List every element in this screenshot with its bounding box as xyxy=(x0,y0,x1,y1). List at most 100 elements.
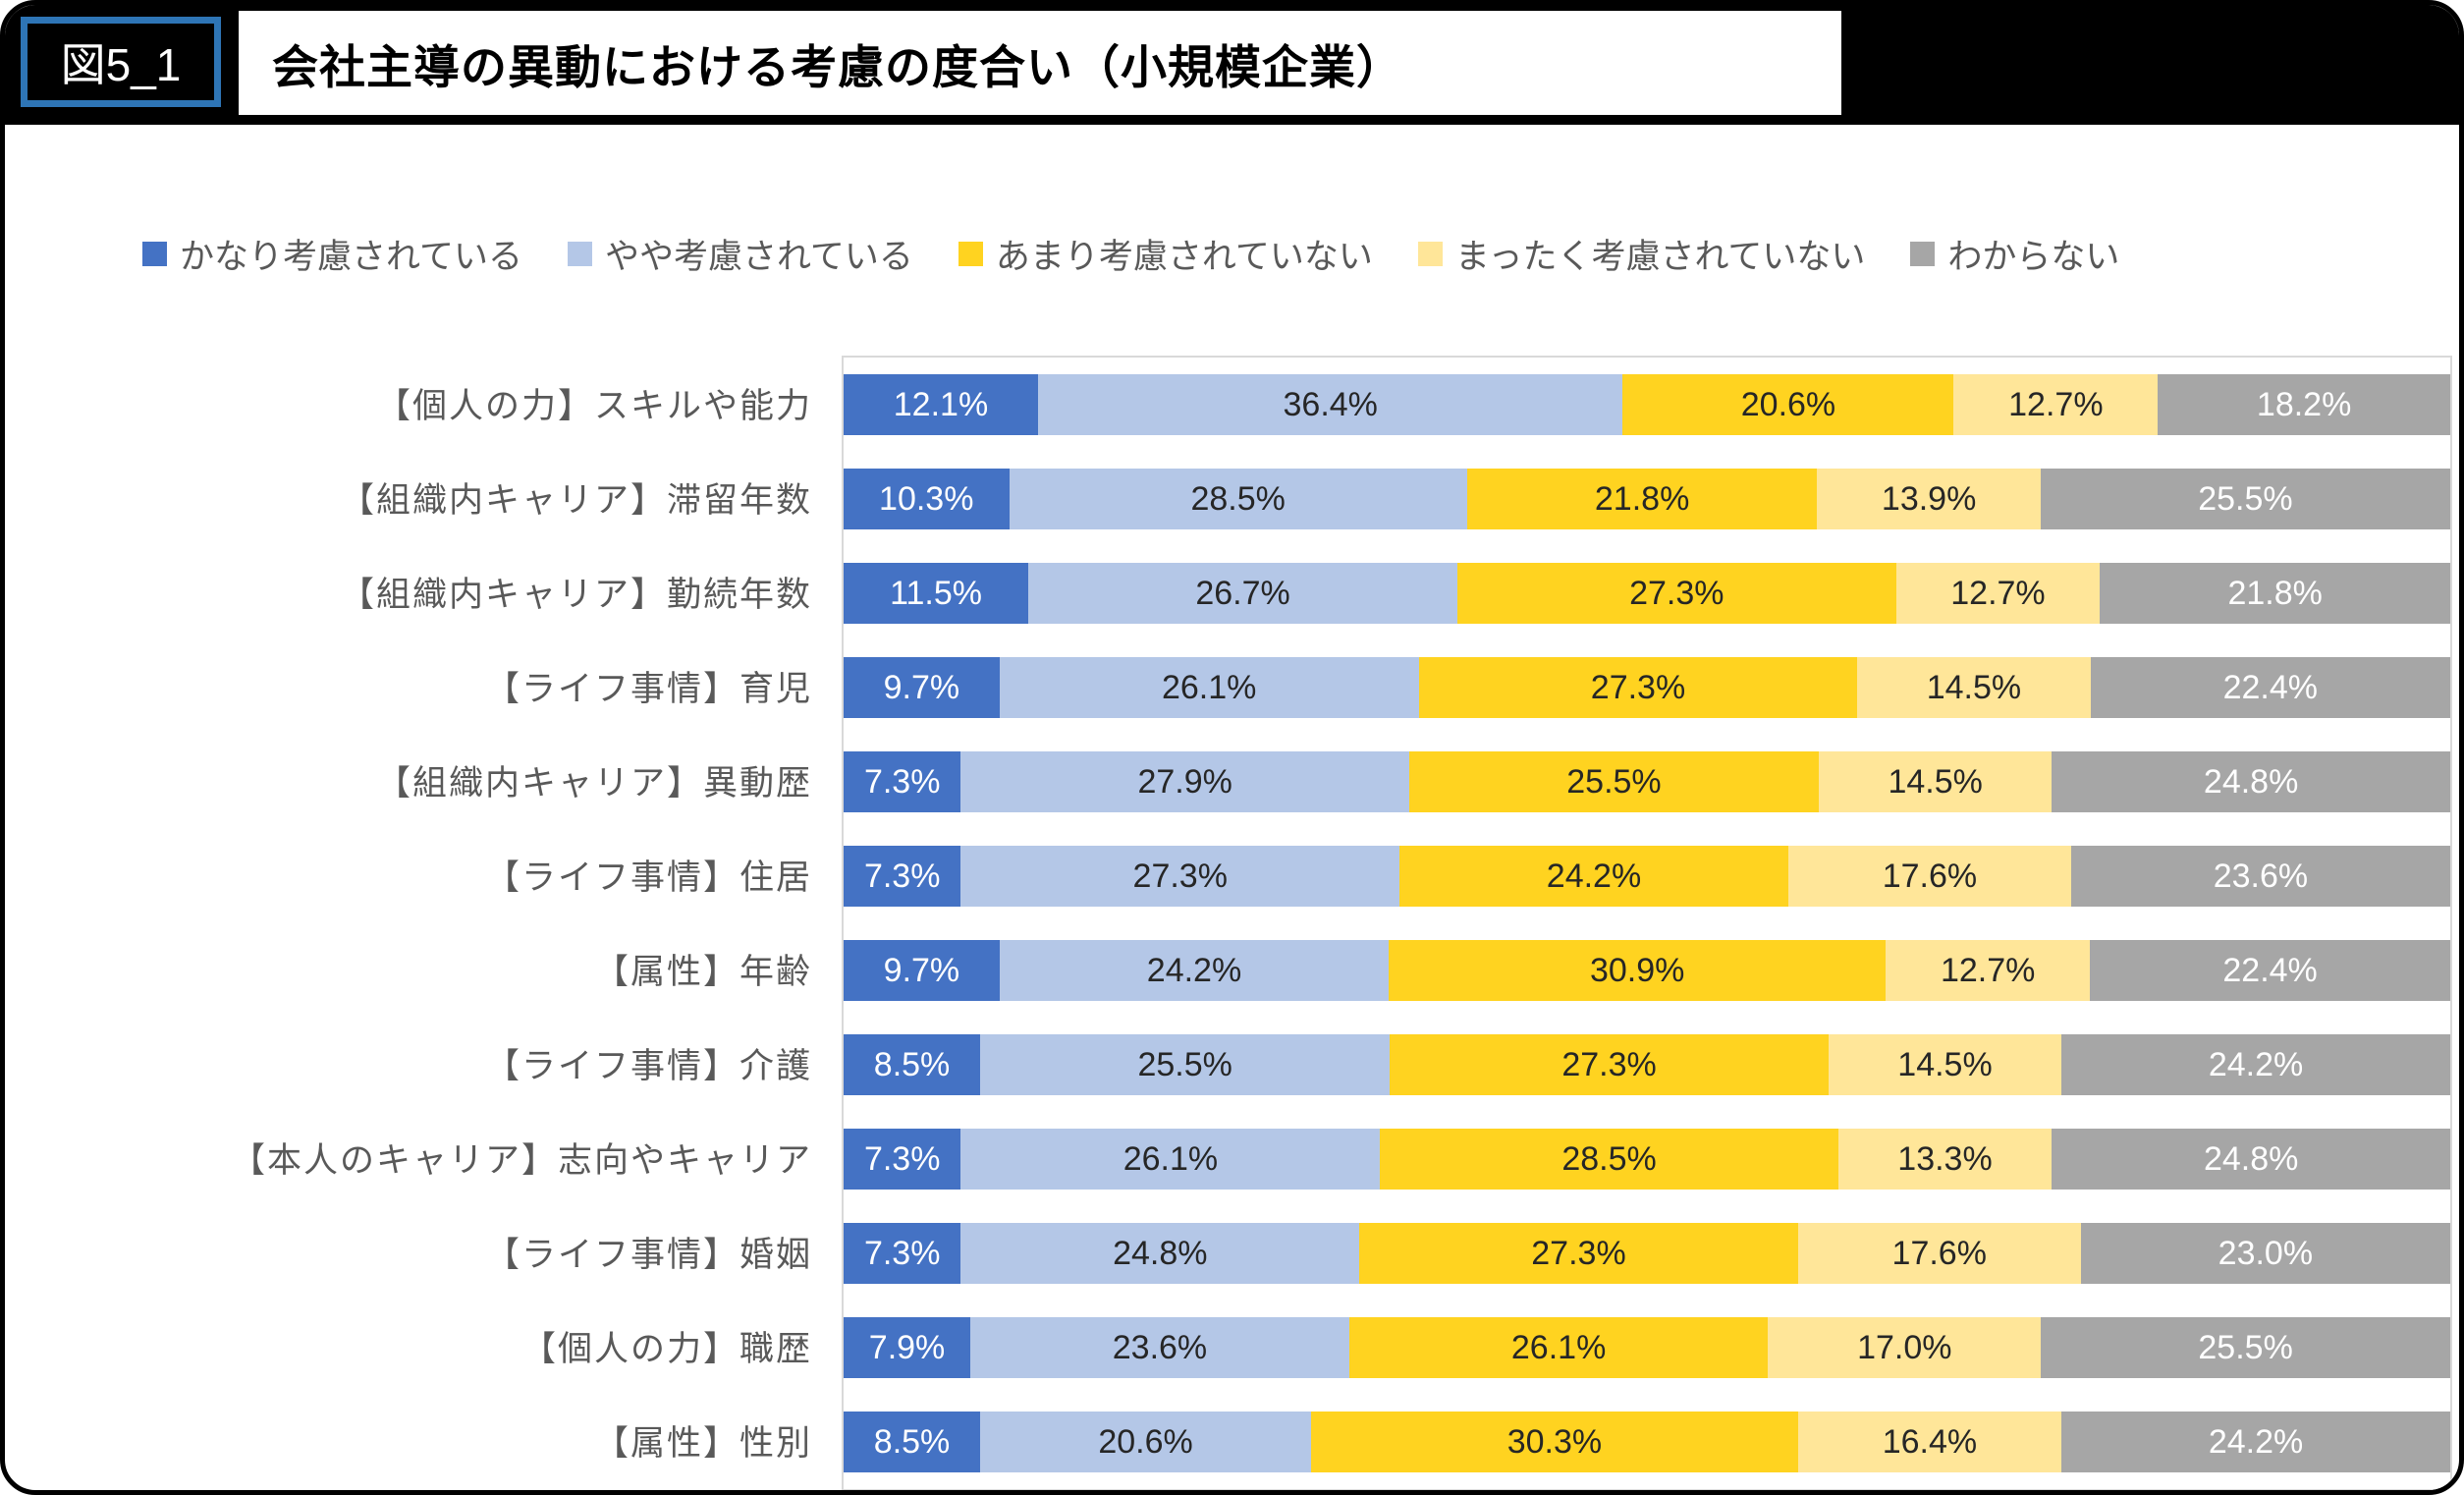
bar-segment: 28.5% xyxy=(1009,469,1467,529)
category-label: 【個人の力】職歴 xyxy=(520,1329,812,1368)
bar-segment: 14.5% xyxy=(1828,1034,2062,1095)
category-label: 【属性】年齢 xyxy=(593,952,812,991)
legend-swatch-icon xyxy=(958,242,983,266)
header-bar: 図5_1 会社主導の異動における考慮の度合い（小規模企業） xyxy=(5,5,2459,125)
bar-segment: 14.5% xyxy=(1819,751,2053,812)
bar-segment: 24.2% xyxy=(1399,846,1788,907)
legend-item: あまり考慮されていない xyxy=(958,229,1373,279)
bar-segment: 24.2% xyxy=(999,940,1390,1001)
legend-swatch-icon xyxy=(142,242,167,266)
chart-legend: かなり考慮されている やや考慮されている あまり考慮されていない まったく考慮されてい… xyxy=(142,229,2459,279)
bar-segment: 24.8% xyxy=(960,1223,1360,1284)
legend-label: わからない xyxy=(1947,238,2120,276)
stacked-bar: 7.3% 27.9% 25.5% 14.5% 24.8% xyxy=(844,751,2450,812)
bar-row: 7.3% 24.8% 27.3% 17.6% 23.0% xyxy=(844,1206,2450,1301)
bar-segment: 25.5% xyxy=(2041,1317,2450,1378)
bar-segment: 27.9% xyxy=(960,751,1409,812)
bar-segment: 13.3% xyxy=(1837,1129,2053,1190)
bar-segment: 30.9% xyxy=(1389,940,1887,1001)
bar-segment: 26.7% xyxy=(1028,563,1457,624)
bar-row: 8.5% 25.5% 27.3% 14.5% 24.2% xyxy=(844,1018,2450,1112)
category-axis: 【個人の力】スキルや能力 【組織内キャリア】滞留年数 【組織内キャリア】勤続年数 【ラ… xyxy=(5,356,842,1490)
bar-segment: 21.8% xyxy=(2100,563,2450,624)
bar-segment: 8.5% xyxy=(844,1034,981,1095)
bar-segment: 20.6% xyxy=(1622,374,1954,435)
stacked-bar: 7.9% 23.6% 26.1% 17.0% 25.5% xyxy=(844,1317,2450,1378)
legend-item: わからない xyxy=(1910,229,2119,279)
category-label: 【組織内キャリア】勤続年数 xyxy=(339,575,812,614)
bar-segment: 27.3% xyxy=(1390,1034,1829,1095)
bar-segment: 7.9% xyxy=(844,1317,971,1378)
bar-row: 9.7% 24.2% 30.9% 12.7% 22.4% xyxy=(844,923,2450,1018)
bar-segment: 21.8% xyxy=(1466,469,1818,529)
bar-segment: 17.6% xyxy=(1797,1223,2081,1284)
category-label: 【組織内キャリア】異動歴 xyxy=(375,763,812,803)
bar-segment: 18.2% xyxy=(2158,374,2450,435)
bar-segment: 24.8% xyxy=(2052,751,2450,812)
page-title: 会社主導の異動における考慮の度合い（小規模企業） xyxy=(272,40,1403,93)
figure-tag-badge: 図5_1 xyxy=(21,17,221,107)
bar-segment: 30.3% xyxy=(1311,1412,1798,1472)
stacked-bar: 8.5% 20.6% 30.3% 16.4% 24.2% xyxy=(844,1412,2450,1472)
bar-segment: 24.2% xyxy=(2061,1034,2450,1095)
category-label: 【ライフ事情】婚姻 xyxy=(484,1235,812,1274)
stacked-bar: 8.5% 25.5% 27.3% 14.5% 24.2% xyxy=(844,1034,2450,1095)
bar-segment: 8.5% xyxy=(844,1412,981,1472)
bar-segment: 7.3% xyxy=(844,751,961,812)
stacked-bar: 7.3% 24.8% 27.3% 17.6% 23.0% xyxy=(844,1223,2450,1284)
bar-row: 11.5% 26.7% 27.3% 12.7% 21.8% xyxy=(844,546,2450,640)
bar-segment: 22.4% xyxy=(2090,940,2450,1001)
bar-segment: 25.5% xyxy=(980,1034,1391,1095)
bar-segment: 25.5% xyxy=(1408,751,1820,812)
category-label: 【ライフ事情】育児 xyxy=(484,669,812,708)
bar-segment: 10.3% xyxy=(844,469,1010,529)
bar-row: 12.1% 36.4% 20.6% 12.7% 18.2% xyxy=(844,358,2450,452)
bar-segment: 7.3% xyxy=(844,1223,961,1284)
stacked-bar: 10.3% 28.5% 21.8% 13.9% 25.5% xyxy=(844,469,2451,529)
bar-row: 7.9% 23.6% 26.1% 17.0% 25.5% xyxy=(844,1301,2450,1395)
legend-item: やや考慮されている xyxy=(567,229,913,279)
bar-segment: 24.2% xyxy=(2061,1412,2450,1472)
category-label: 【本人のキャリア】志向やキャリア xyxy=(230,1140,812,1180)
bar-segment: 7.3% xyxy=(844,846,961,907)
legend-swatch-icon xyxy=(567,242,592,266)
bar-segment: 20.6% xyxy=(980,1412,1312,1472)
category-label: 【属性】性別 xyxy=(593,1423,812,1463)
bar-segment: 9.7% xyxy=(844,940,1000,1001)
bar-segment: 12.7% xyxy=(1895,563,2101,624)
bar-segment: 12.7% xyxy=(1953,374,2159,435)
stacked-bar: 7.3% 26.1% 28.5% 13.3% 24.8% xyxy=(844,1129,2451,1190)
bar-row: 7.3% 26.1% 28.5% 13.3% 24.8% xyxy=(844,1112,2451,1206)
bar-segment: 26.1% xyxy=(1348,1317,1769,1378)
bar-segment: 24.8% xyxy=(2052,1129,2451,1190)
bar-row: 10.3% 28.5% 21.8% 13.9% 25.5% xyxy=(844,452,2451,546)
legend-item: まったく考慮されていない xyxy=(1417,229,1866,279)
figure-tag: 図5_1 xyxy=(60,39,182,90)
bar-segment: 22.4% xyxy=(2090,657,2450,718)
bar-row: 7.3% 27.3% 24.2% 17.6% 23.6% xyxy=(844,829,2450,923)
bar-segment: 16.4% xyxy=(1797,1412,2062,1472)
title-box: 会社主導の異動における考慮の度合い（小規模企業） xyxy=(239,11,1841,115)
bar-segment: 12.1% xyxy=(844,374,1038,435)
bar-segment: 23.6% xyxy=(2070,846,2450,907)
bar-segment: 27.3% xyxy=(1456,563,1896,624)
bar-segment: 27.3% xyxy=(1359,1223,1798,1284)
legend-swatch-icon xyxy=(1910,242,1936,266)
legend-label: まったく考慮されていない xyxy=(1454,238,1866,276)
bar-segment: 23.0% xyxy=(2080,1223,2450,1284)
bar-segment: 23.6% xyxy=(970,1317,1349,1378)
bar-segment: 17.0% xyxy=(1768,1317,2042,1378)
bar-segment: 11.5% xyxy=(844,563,1029,624)
stacked-bar: 7.3% 27.3% 24.2% 17.6% 23.6% xyxy=(844,846,2450,907)
bar-segment: 17.6% xyxy=(1787,846,2071,907)
bar-row: 9.7% 26.1% 27.3% 14.5% 22.4% xyxy=(844,640,2450,735)
bar-segment: 9.7% xyxy=(844,657,1000,718)
plot-area: 12.1% 36.4% 20.6% 12.7% 18.2% 10.3% 28.5% 21.8%… xyxy=(842,356,2452,1490)
bar-segment: 13.9% xyxy=(1817,469,2041,529)
stacked-bar: 9.7% 26.1% 27.3% 14.5% 22.4% xyxy=(844,657,2450,718)
legend-label: やや考慮されている xyxy=(604,238,913,276)
bar-segment: 28.5% xyxy=(1380,1129,1838,1190)
bar-segment: 12.7% xyxy=(1886,940,2091,1001)
bar-segment: 7.3% xyxy=(844,1129,961,1190)
bar-segment: 36.4% xyxy=(1037,374,1623,435)
